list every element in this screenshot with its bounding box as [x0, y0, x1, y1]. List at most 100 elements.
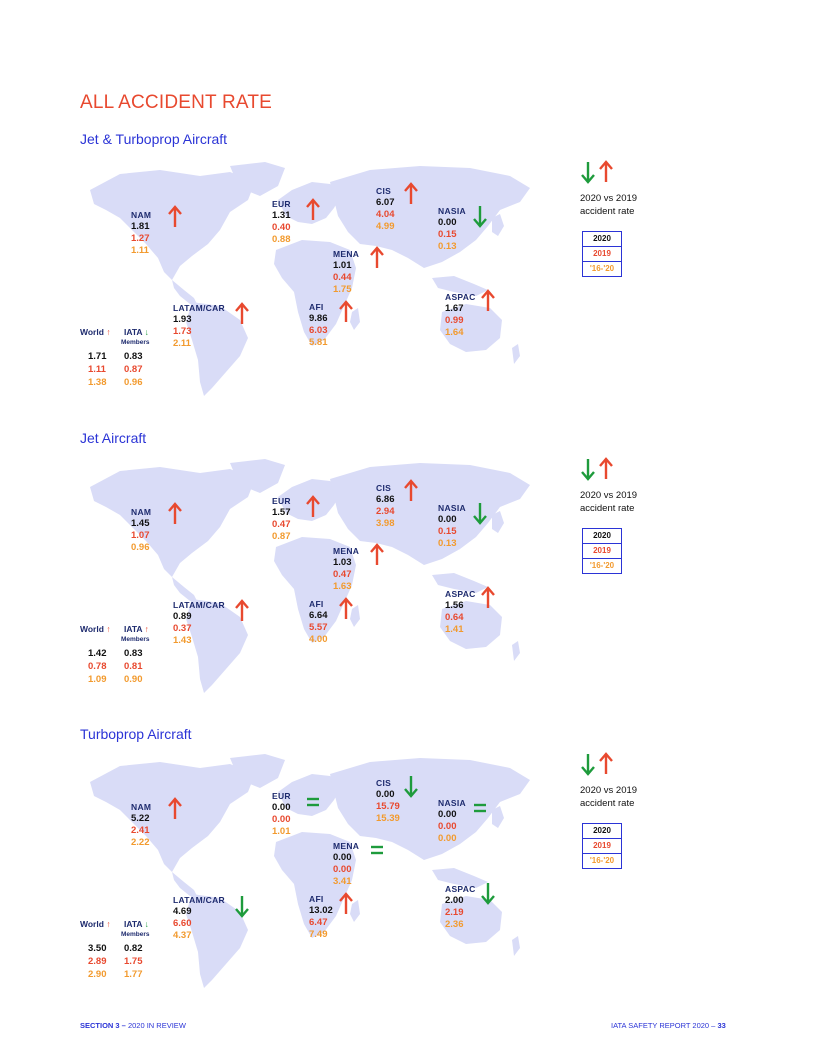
rate-2016-2020: 1.43 — [173, 635, 192, 646]
region-afi: AFI 6.64 5.57 4.00 — [309, 598, 328, 646]
rate-2019: 2.41 — [131, 825, 150, 836]
legend-compare: 2020 vs 2019 — [580, 490, 638, 501]
rate-2016-2020: 2.36 — [445, 919, 464, 930]
rate-2020: 0.00 — [376, 789, 395, 800]
section-title: Jet & Turboprop Aircraft — [80, 131, 228, 147]
legend-2016-2020: '16-'20 — [589, 856, 615, 865]
arrow-up-icon — [599, 457, 613, 479]
region-nam: NAM 1.45 1.07 0.96 — [131, 506, 151, 554]
map-panel: NAM 5.22 2.41 2.22 EUR 0.00 0.00 1.01 CI… — [80, 752, 800, 1012]
region-cis: CIS 6.07 4.04 4.99 — [376, 185, 395, 233]
rate-2019: 6.47 — [309, 917, 328, 928]
equal-icon — [307, 797, 319, 807]
rate-2020: 0.00 — [438, 514, 457, 525]
world-2020: 1.42 — [88, 648, 107, 659]
region-name: LATAM/CAR — [173, 895, 225, 905]
region-latam-car: LATAM/CAR 4.69 6.60 4.37 — [173, 894, 225, 942]
region-afi: AFI 9.86 6.03 5.81 — [309, 301, 328, 349]
region-eur: EUR 1.57 0.47 0.87 — [272, 495, 291, 543]
rate-2016-2020: 15.39 — [376, 813, 400, 824]
footer-right: IATA SAFETY REPORT 2020 – 33 — [611, 1021, 726, 1030]
section-title: Jet Aircraft — [80, 430, 147, 446]
arrow-up-icon — [306, 495, 320, 517]
arrow-down-icon — [404, 776, 418, 798]
rate-2020: 1.45 — [131, 518, 150, 529]
world-2016-2020: 2.90 — [88, 969, 107, 980]
legend-2019: 2019 — [583, 839, 621, 854]
rate-2019: 0.15 — [438, 526, 457, 537]
world-2019: 2.89 — [88, 956, 107, 967]
iata-2019: 1.75 — [124, 956, 143, 967]
region-name: NAM — [131, 507, 152, 517]
rate-2016-2020: 2.11 — [173, 338, 191, 349]
rate-2020: 1.81 — [131, 221, 150, 232]
region-eur: EUR 1.31 0.40 0.88 — [272, 198, 291, 246]
region-name: CIS — [376, 186, 392, 196]
legend-2016-2020: '16-'20 — [589, 264, 615, 273]
iata-trend-icon: ↑ — [144, 624, 149, 634]
iata-2020: 0.83 — [124, 648, 143, 659]
region-nasia: NASIA 0.00 0.00 0.00 — [438, 797, 466, 845]
rate-2019: 5.57 — [309, 622, 328, 633]
footer-section: SECTION 3 – — [80, 1021, 126, 1030]
rate-2019: 0.40 — [272, 222, 291, 233]
arrow-up-icon — [339, 597, 353, 619]
rate-2016-2020: 0.87 — [272, 531, 291, 542]
region-latam-car: LATAM/CAR 0.89 0.37 1.43 — [173, 599, 225, 647]
region-nam: NAM 1.81 1.27 1.11 — [131, 209, 151, 257]
iata-label: IATA — [124, 919, 143, 929]
rate-2016-2020: 1.63 — [333, 581, 352, 592]
legend-caption: 2020 vs 2019 accident rate — [580, 192, 637, 218]
iata-2020: 0.83 — [124, 351, 143, 362]
rate-2016-2020: 1.41 — [445, 624, 464, 635]
section-title: Turboprop Aircraft — [80, 726, 192, 742]
arrow-down-icon — [581, 162, 595, 184]
rate-2019: 0.99 — [445, 315, 464, 326]
rate-2019: 0.00 — [333, 864, 352, 875]
legend-box: 2020 2019 '16-'20 — [582, 528, 622, 574]
region-mena: MENA 0.00 0.00 3.41 — [333, 840, 359, 888]
rate-2016-2020: 0.88 — [272, 234, 291, 245]
region-mena: MENA 1.03 0.47 1.63 — [333, 545, 359, 593]
rate-2019: 1.27 — [131, 233, 150, 244]
region-latam-car: LATAM/CAR 1.93 1.73 2.11 — [173, 302, 225, 350]
legend-caption: 2020 vs 2019 accident rate — [580, 489, 637, 515]
rate-2016-2020: 5.81 — [309, 337, 328, 348]
rate-2019: 0.47 — [272, 519, 291, 530]
legend-compare: 2020 vs 2019 — [580, 785, 638, 796]
rate-2020: 0.00 — [333, 852, 352, 863]
legend-box: 2020 2019 '16-'20 — [582, 823, 622, 869]
rate-2019: 2.94 — [376, 506, 395, 517]
legend-box: 2020 2019 '16-'20 — [582, 231, 622, 277]
footer-report: IATA SAFETY REPORT 2020 – — [611, 1021, 716, 1030]
legend-caption: 2020 vs 2019 accident rate — [580, 784, 637, 810]
region-name: LATAM/CAR — [173, 600, 225, 610]
iata-2019: 0.81 — [124, 661, 143, 672]
equal-icon — [474, 803, 486, 813]
rate-2019: 0.37 — [173, 623, 192, 634]
arrow-up-icon — [339, 892, 353, 914]
region-name: NASIA — [438, 503, 466, 513]
rate-2016-2020: 1.11 — [131, 245, 149, 256]
legend-compare: 2020 vs 2019 — [580, 193, 638, 204]
rate-2019: 6.60 — [173, 918, 192, 929]
page-title: ALL ACCIDENT RATE — [80, 92, 273, 113]
legend-compare-2: accident rate — [580, 206, 635, 217]
rate-2016-2020: 0.13 — [438, 538, 457, 549]
rate-2020: 4.69 — [173, 906, 192, 917]
rate-2016-2020: 7.49 — [309, 929, 328, 940]
world-2016-2020: 1.38 — [88, 377, 107, 388]
rate-2020: 1.01 — [333, 260, 352, 271]
world-map — [90, 162, 530, 396]
rate-2020: 0.00 — [438, 217, 457, 228]
rate-2019: 4.04 — [376, 209, 395, 220]
region-name: CIS — [376, 483, 392, 493]
iata-label: IATA — [124, 624, 143, 634]
arrow-up-icon — [599, 160, 613, 182]
rate-2019: 0.00 — [438, 821, 457, 832]
rate-2020: 0.00 — [272, 802, 291, 813]
rate-2016-2020: 1.64 — [445, 327, 464, 338]
arrow-down-icon — [581, 459, 595, 481]
world-map — [90, 459, 530, 693]
region-cis: CIS 0.00 15.79 15.39 — [376, 777, 400, 825]
